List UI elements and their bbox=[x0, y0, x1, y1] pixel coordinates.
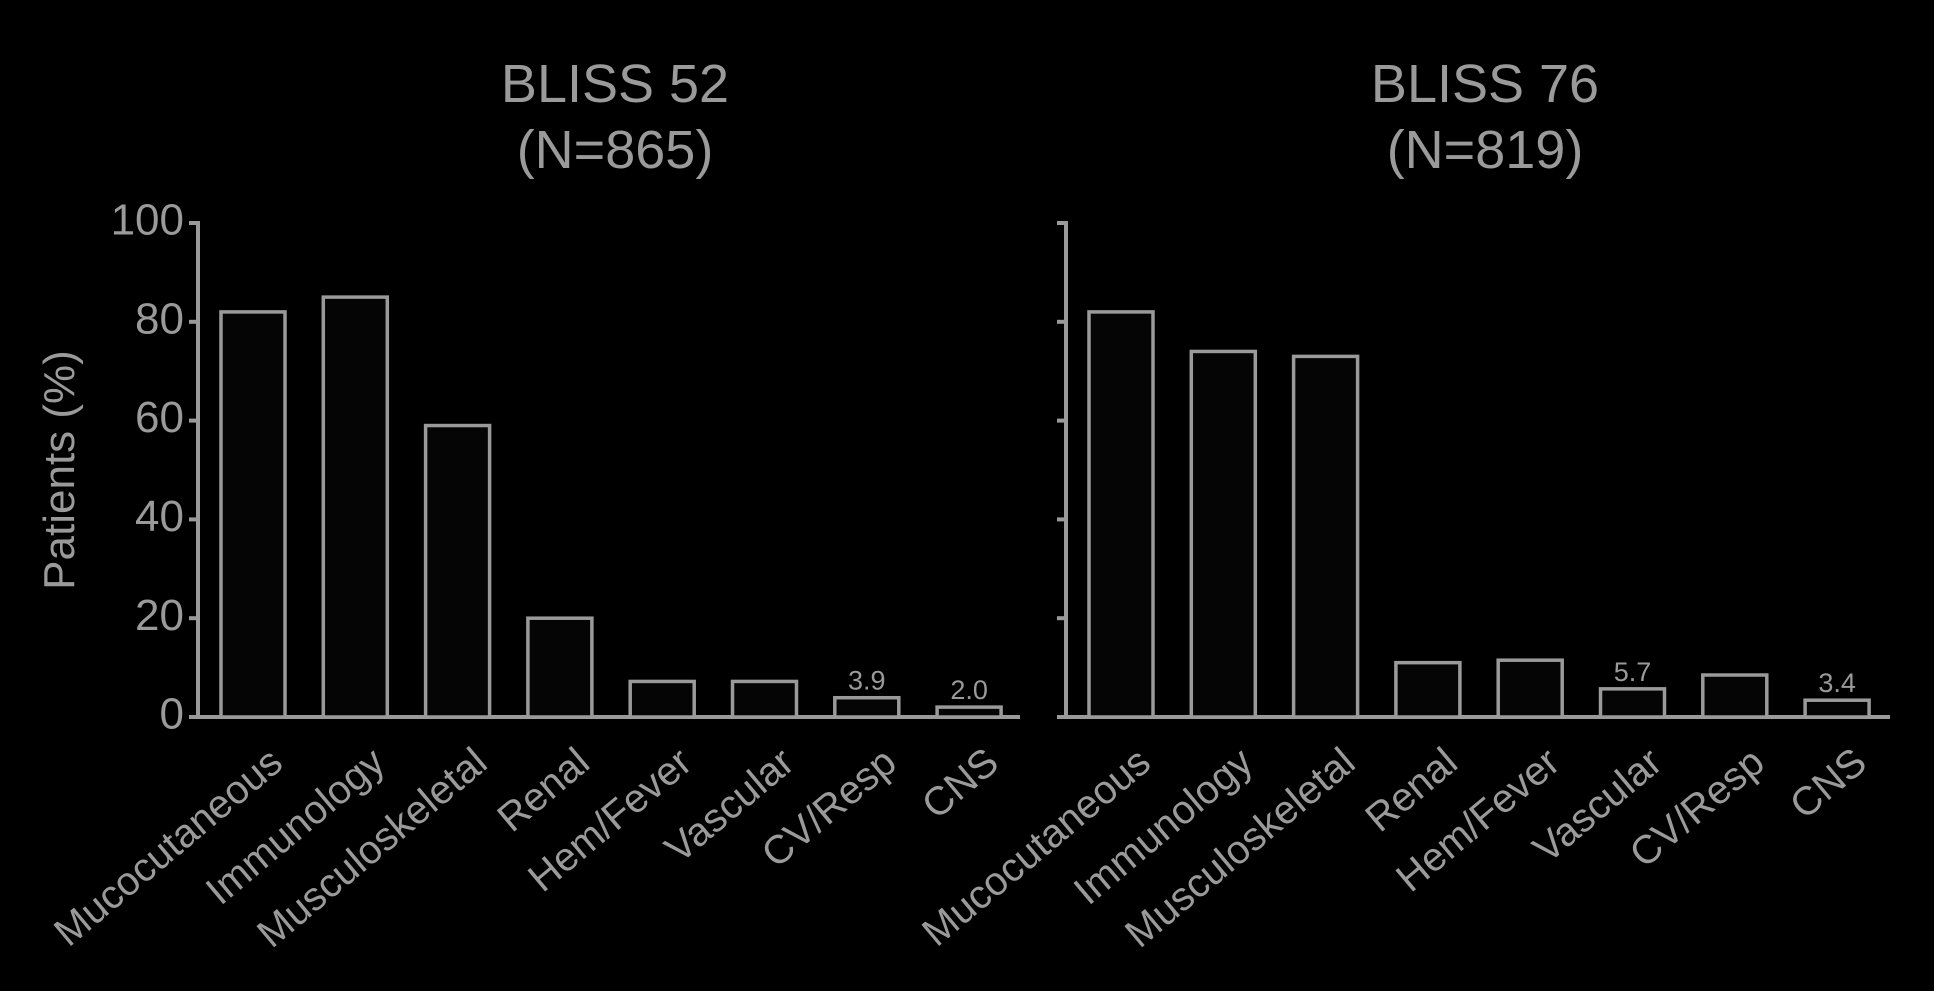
panel-1-y-tick-label: 60 bbox=[135, 393, 184, 442]
panel-1-title-line-1: BLISS 52 bbox=[501, 54, 729, 114]
panel-1-y-tick-label: 0 bbox=[160, 690, 184, 739]
panel-1-y-tick-label: 40 bbox=[135, 492, 184, 541]
panel-1-data-label: 2.0 bbox=[950, 675, 988, 705]
panel-2-bar-mucocutaneous bbox=[1087, 310, 1155, 719]
panel-2-bar-cv-resp bbox=[1701, 673, 1769, 719]
panel-1-bar-cv-resp bbox=[833, 695, 901, 719]
panel-1-bar-vascular bbox=[730, 679, 799, 719]
panel-2-bar-renal bbox=[1394, 660, 1462, 719]
panel-2-bar-hem-fever bbox=[1496, 658, 1564, 719]
panel-2-title-line-1: BLISS 76 bbox=[1371, 54, 1599, 114]
panel-2-bar-musculoskeletal bbox=[1291, 354, 1360, 719]
panel-1-title-line-2: (N=865) bbox=[517, 120, 714, 180]
panel-1-bar-mucocutaneous bbox=[219, 310, 287, 719]
panel-1-category-label: CNS bbox=[914, 740, 1007, 828]
panel-1-y-tick-label: 80 bbox=[135, 294, 184, 343]
panel-1-bar-hem-fever bbox=[628, 679, 696, 719]
panel-2-bar-vascular bbox=[1598, 687, 1667, 719]
panel-1-bar-musculoskeletal bbox=[423, 423, 492, 719]
panel-1-y-tick-label: 100 bbox=[111, 196, 184, 245]
panel-2-data-label: 5.7 bbox=[1614, 657, 1652, 687]
panel-1-bar-cns bbox=[935, 705, 1003, 719]
panel-2-data-label: 3.4 bbox=[1818, 668, 1856, 698]
panel-1-y-tick-label: 20 bbox=[135, 591, 184, 640]
panel-1-bar-immunology bbox=[321, 295, 390, 719]
panel-2-category-label: CNS bbox=[1782, 740, 1875, 828]
panel-1-data-label: 3.9 bbox=[848, 666, 886, 696]
panel-1-y-axis-label: Patients (%) bbox=[35, 350, 84, 590]
panel-2-bar-immunology bbox=[1189, 349, 1258, 719]
panel-2-bar-cns bbox=[1803, 698, 1871, 719]
panel-2-title-line-2: (N=819) bbox=[1387, 120, 1584, 180]
panel-1-bar-renal bbox=[526, 616, 594, 719]
